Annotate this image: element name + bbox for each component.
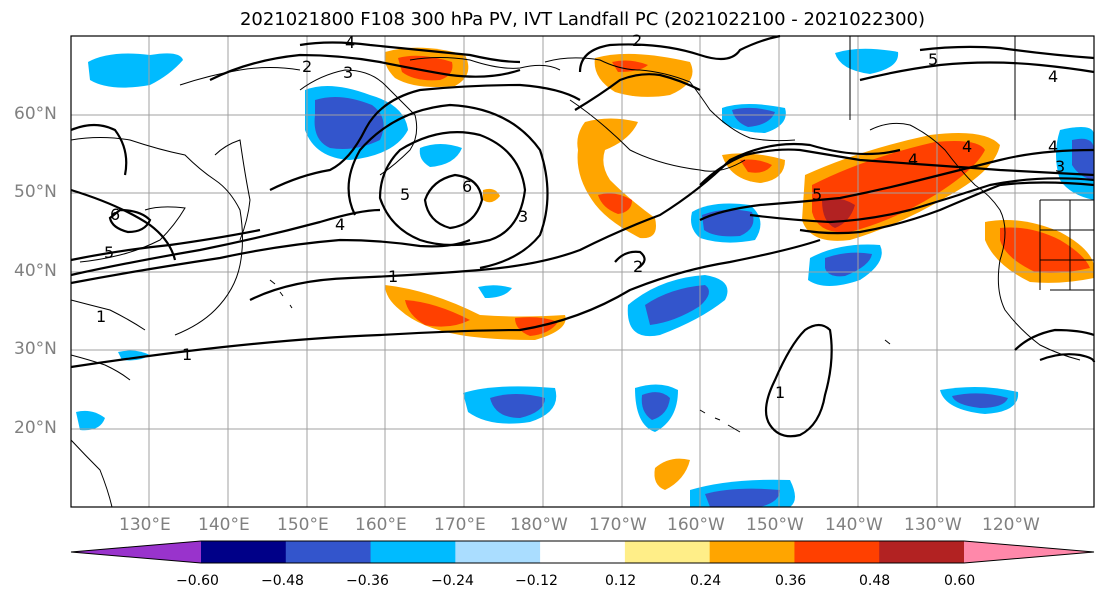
shade-blue-small-38 xyxy=(478,285,512,298)
colorbar-tick-label: −0.60 xyxy=(176,573,219,589)
contour-label: 6 xyxy=(462,177,472,196)
shade-warm-west-coast-core xyxy=(1000,227,1090,273)
contour-label: 2 xyxy=(302,57,312,76)
shade-blue-south-east-23-core xyxy=(952,393,1008,408)
colorbar-extend-high xyxy=(964,541,1094,563)
shade-blue-alaska-gulf-north-core xyxy=(732,107,775,127)
contour-label: 2 xyxy=(632,31,642,50)
lon-label: 130°W xyxy=(904,515,962,535)
contour-label: 4 xyxy=(1048,67,1058,86)
colorbar-outline xyxy=(70,540,1095,564)
contour-label: 5 xyxy=(400,185,410,204)
contour-label: 4 xyxy=(345,33,355,52)
lat-label: 60°N xyxy=(14,104,57,124)
shade-warm-small-47 xyxy=(483,188,500,203)
contour-label-group: 2 3 4 5 6 5 4 4 2 4 6 5 1 1 1 2 3 5 4 4 … xyxy=(96,31,1065,402)
shade-warm-gulf-core xyxy=(740,159,772,173)
contour-label: 5 xyxy=(928,50,938,69)
shade-warm-south-15 xyxy=(654,458,690,490)
colorbar-segment xyxy=(370,541,456,563)
colorbar-segment xyxy=(879,541,965,563)
shade-warm-central-35-core xyxy=(405,300,470,327)
contour-label: 4 xyxy=(335,215,345,234)
map-title: 2021021800 F108 300 hPa PV, IVT Landfall… xyxy=(239,9,926,30)
shade-blue-south-20-core xyxy=(641,392,670,420)
contour-label: 1 xyxy=(388,267,398,286)
colorbar-tick-label: 0.48 xyxy=(859,573,891,589)
contour-label: 4 xyxy=(908,150,918,169)
contour-label: 3 xyxy=(1055,157,1065,176)
shade-warm-bering-strip-core xyxy=(598,193,632,214)
colorbar-extend-low xyxy=(71,541,201,563)
shade-blue-east-40-core xyxy=(825,252,872,277)
contour-label: 3 xyxy=(518,207,528,226)
contour-label: 5 xyxy=(104,243,114,262)
lon-label: 150°W xyxy=(746,515,804,535)
colorbar-segment xyxy=(285,541,372,563)
lon-label: 170°W xyxy=(589,515,647,535)
lon-label: 140°W xyxy=(825,515,883,535)
lon-label: 160°W xyxy=(667,515,725,535)
colorbar-segment xyxy=(794,541,880,563)
lat-label: 40°N xyxy=(14,261,57,281)
colorbar-tick-label: −0.24 xyxy=(431,573,474,589)
colorbar-tick-label: 0.60 xyxy=(944,573,976,589)
colorbar-tick-label: −0.36 xyxy=(346,573,389,589)
shade-blue-central-35-core xyxy=(645,285,709,325)
shade-blue-arctic xyxy=(835,48,899,74)
colorbar-tick-label: −0.48 xyxy=(261,573,304,589)
colorbar-segment xyxy=(624,541,711,563)
shade-blue-bottom-core xyxy=(705,488,780,507)
contour-label: 4 xyxy=(962,137,972,156)
lon-label: 140°E xyxy=(198,515,250,535)
contour-label: 2 xyxy=(633,257,643,276)
contour-label: 3 xyxy=(343,63,353,82)
colorbar-tick-label: 0.36 xyxy=(775,573,807,589)
colorbar-tick-label: 0.12 xyxy=(605,573,637,589)
lon-label: 180°W xyxy=(510,515,568,535)
colorbar-segment xyxy=(540,541,626,563)
shade-warm-ak-darkcore xyxy=(822,198,855,228)
colorbar-tick-label: −0.12 xyxy=(515,573,558,589)
lat-label: 30°N xyxy=(14,339,57,359)
lon-label: 160°E xyxy=(355,515,407,535)
shade-blue-kamchatka-core xyxy=(314,96,384,149)
colorbar-tick-label: 0.24 xyxy=(690,573,722,589)
shade-blue-northwest xyxy=(88,53,183,88)
contour-lines xyxy=(70,34,1096,438)
shade-blue-okhotsk xyxy=(419,144,462,167)
lon-label: 150°E xyxy=(277,515,329,535)
contour-label: 1 xyxy=(182,345,192,364)
lon-label: 120°W xyxy=(982,515,1040,535)
shade-blue-midpacific-45-core xyxy=(702,209,754,237)
colorbar-segment xyxy=(455,541,541,563)
shade-blue-south-24-core xyxy=(490,394,545,418)
contour-label: 5 xyxy=(812,185,822,204)
contour-label: 6 xyxy=(110,205,120,224)
shade-warm-alaska-north-core xyxy=(612,60,648,72)
lat-label: 50°N xyxy=(14,182,57,202)
shade-blue-west-20 xyxy=(76,410,105,431)
colorbar xyxy=(70,540,1095,564)
lat-label: 20°N xyxy=(14,418,57,438)
map-frame xyxy=(70,35,1095,508)
lon-label: 170°E xyxy=(434,515,486,535)
contour-label: 1 xyxy=(775,383,785,402)
lon-label: 130°E xyxy=(119,515,171,535)
shade-warm-bering-strip xyxy=(577,118,656,239)
contour-label: 4 xyxy=(1048,137,1058,156)
contour-label: 1 xyxy=(96,307,106,326)
colorbar-segment xyxy=(201,541,287,563)
shade-warm-northeast-ak-core xyxy=(812,141,985,233)
colorbar-segment xyxy=(709,541,795,563)
